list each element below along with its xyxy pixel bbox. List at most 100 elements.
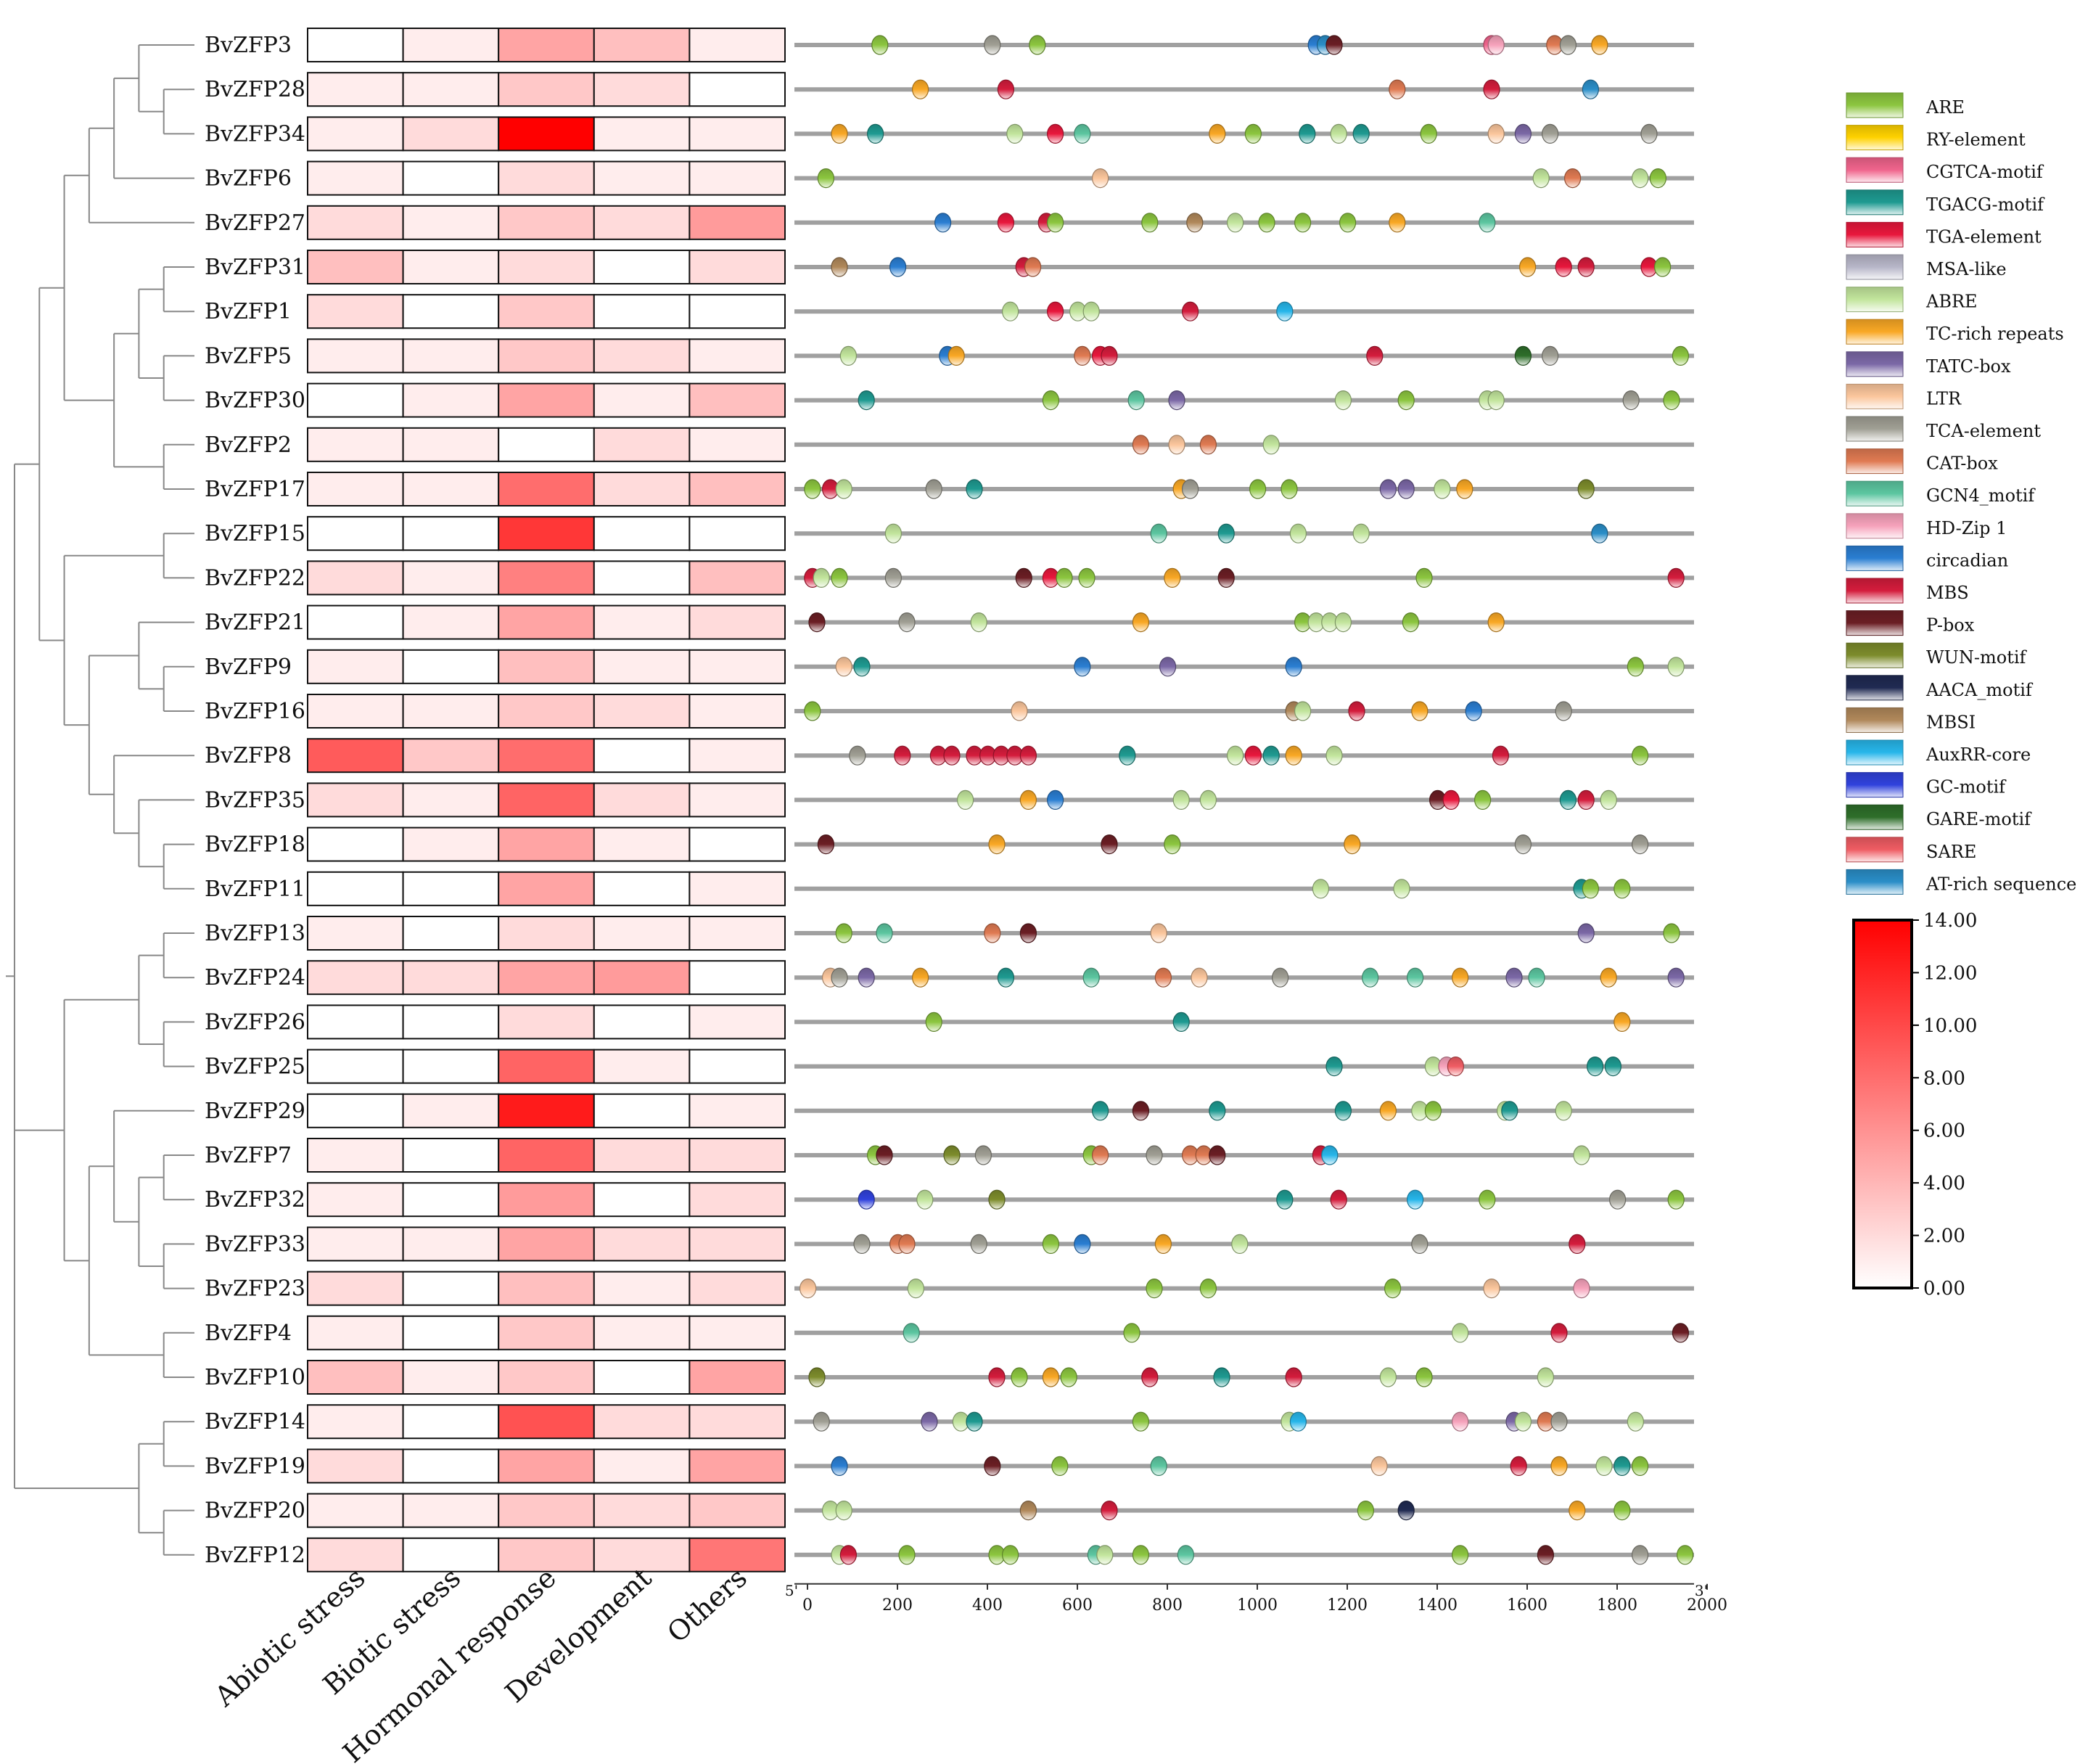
heatmap-cell-bvzfp7-abiotic-stress (307, 1138, 404, 1173)
element-are (1294, 213, 1312, 233)
heatmap-cell-bvzfp7-hormonal-response (498, 1138, 595, 1173)
legend-swatch-tatc-box (1846, 351, 1904, 377)
element-wun-motif (988, 1189, 1006, 1210)
element-are (1397, 390, 1415, 411)
heatmap-cell-bvzfp5-hormonal-response (498, 338, 595, 374)
element-tc-rich-repeats (1344, 834, 1361, 855)
heatmap-cell-bvzfp34-abiotic-stress (307, 116, 404, 152)
legend-swatch-ltr (1846, 383, 1904, 409)
gene-label-bvzfp30: BvZFP30 (205, 388, 305, 414)
heatmap-cell-bvzfp6-development (593, 160, 691, 196)
gene-label-bvzfp16: BvZFP16 (205, 699, 305, 724)
heatmap-cell-bvzfp27-development (593, 205, 691, 240)
element-tca-element (1146, 1145, 1163, 1165)
element-abre (1325, 745, 1343, 766)
element-mbs (1550, 1323, 1568, 1343)
heatmap-cell-bvzfp16-others (688, 694, 786, 729)
element-tga-element (1046, 301, 1064, 321)
heatmap-cell-bvzfp21-biotic-stress (402, 604, 500, 640)
element-circadian (889, 257, 907, 277)
element-mbs (1348, 701, 1365, 721)
element-tgacg-motif (1172, 1012, 1190, 1033)
element-tca-element (1559, 35, 1577, 55)
column-label-others: Others (661, 1562, 753, 1649)
legend-swatch-gare-motif (1846, 804, 1904, 830)
element-are (1078, 567, 1096, 588)
element-p-box (817, 834, 835, 855)
heatmap-cell-bvzfp29-development (593, 1093, 691, 1128)
element-abre (1537, 1367, 1554, 1387)
element-are (1654, 257, 1672, 277)
gene-label-bvzfp17: BvZFP17 (205, 477, 305, 502)
heatmap-cell-bvzfp27-others (688, 205, 786, 240)
heatmap-cell-bvzfp7-biotic-stress (402, 1138, 500, 1173)
heatmap-cell-bvzfp12-biotic-stress (402, 1537, 500, 1572)
gene-label-bvzfp1: BvZFP1 (205, 299, 292, 324)
heatmap-cell-bvzfp8-abiotic-stress (307, 738, 404, 774)
element-wun-motif (943, 1145, 961, 1165)
element-mbs (1492, 745, 1509, 766)
element-mbs (1141, 1367, 1159, 1387)
heatmap-cell-bvzfp18-abiotic-stress (307, 826, 404, 862)
element-tc-rich-repeats (911, 79, 929, 99)
element-ltr (1370, 1456, 1388, 1477)
gene-label-bvzfp3: BvZFP3 (205, 33, 292, 58)
element-p-box (984, 1456, 1001, 1477)
five-prime-label: 5' (785, 1582, 798, 1599)
heatmap-cell-bvzfp32-biotic-stress (402, 1182, 500, 1218)
element-abre (1379, 1367, 1397, 1387)
element-abre (1573, 1145, 1590, 1165)
heatmap-cell-bvzfp28-development (593, 72, 691, 107)
element-auxrr-core (1276, 301, 1294, 321)
element-are (1473, 789, 1492, 811)
element-hd-zip-1 (1451, 1411, 1469, 1432)
gene-label-bvzfp19: BvZFP19 (205, 1453, 305, 1479)
element-gare-motif (1514, 345, 1532, 366)
color-scale-label: 0.00 (1923, 1278, 1965, 1300)
promoter-element-map (794, 35, 1694, 1565)
legend-label-at-rich-sequence: AT-rich sequence (1925, 874, 2076, 894)
element-are (1420, 123, 1437, 144)
element-tca-element (974, 1145, 992, 1165)
element-tc-rich-repeats (1411, 701, 1429, 721)
element-tc-rich-repeats (1389, 213, 1406, 233)
gene-label-bvzfp7: BvZFP7 (205, 1143, 292, 1168)
heatmap-color-scale: 14.00 12.00 10.00 8.00 6.00 4.00 2.00 0.00 (1852, 910, 1977, 1300)
element-are (1632, 745, 1649, 766)
heatmap-cell-bvzfp19-hormonal-response (498, 1448, 595, 1484)
gene-label-bvzfp24: BvZFP24 (205, 965, 305, 990)
element-abre (839, 345, 858, 366)
element-are (1451, 1545, 1469, 1565)
element-p-box (1019, 923, 1037, 943)
element-tca-element (1542, 123, 1559, 144)
heatmap-cell-bvzfp26-biotic-stress (402, 1004, 500, 1040)
element-are (1424, 1101, 1442, 1121)
element-wun-motif (1577, 479, 1595, 499)
legend-label-mbs: MBS (1926, 583, 1969, 603)
heatmap-cell-bvzfp1-others (688, 294, 786, 329)
heatmap-cell-bvzfp29-others (688, 1093, 786, 1128)
element-tca-element (813, 1411, 830, 1432)
element-tc-rich-repeats (1569, 1501, 1586, 1521)
heatmap-cell-bvzfp25-abiotic-stress (307, 1049, 404, 1084)
element-abre (1289, 523, 1307, 543)
legend-label-tc-rich-repeats: TC-rich repeats (1926, 324, 2064, 344)
element-mbs (1285, 1367, 1302, 1387)
heatmap-cell-bvzfp23-hormonal-response (498, 1271, 595, 1306)
color-scale-bar (1852, 919, 1913, 1289)
heatmap-cell-bvzfp20-development (593, 1493, 691, 1528)
element-tatc-box (1505, 967, 1523, 988)
heatmap-cell-bvzfp25-others (688, 1049, 786, 1084)
heatmap-cell-bvzfp10-hormonal-response (498, 1360, 595, 1395)
heatmap-cell-bvzfp26-development (593, 1004, 691, 1040)
gene-label-bvzfp20: BvZFP20 (205, 1498, 305, 1524)
heatmap-cell-bvzfp7-development (593, 1138, 691, 1173)
heatmap-cell-bvzfp24-abiotic-stress (307, 960, 404, 996)
element-tatc-box (1168, 390, 1185, 411)
element-mbs (997, 79, 1015, 99)
heatmap-cell-bvzfp17-development (593, 472, 691, 506)
heatmap-cell-bvzfp15-biotic-stress (402, 516, 500, 551)
element-tc-rich-repeats (1285, 745, 1302, 766)
cis-element-legend: ARE RY-element CGTCA-motif TGACG-motif TGA-e… (1846, 92, 2076, 895)
gene-label-bvzfp8: BvZFP8 (205, 743, 292, 768)
